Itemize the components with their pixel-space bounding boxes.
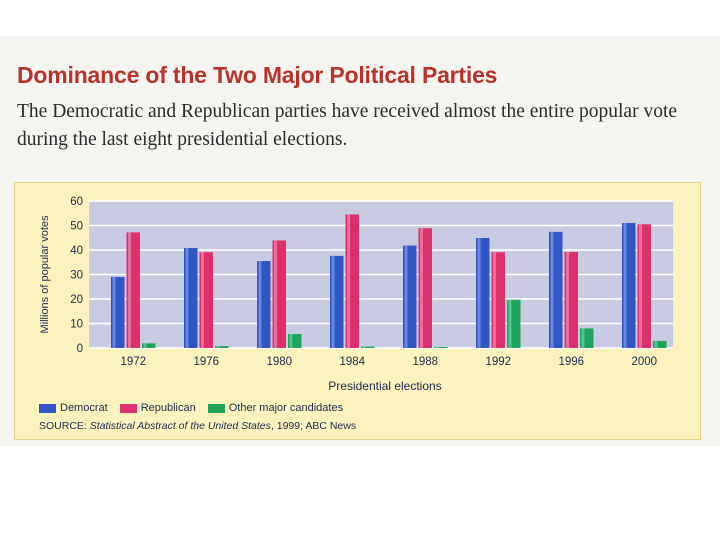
bar-highlight [435,347,439,348]
page-heading: Dominance of the Two Major Political Par… [17,62,498,88]
legend: Democrat Republican Other major candidat… [39,402,343,414]
y-tick-label: 40 [70,245,83,257]
legend-label-other: Other major candidates [228,402,344,414]
bar-highlight [493,252,496,348]
source-note: SOURCE: Statistical Abstract of the Unit… [39,420,356,432]
bar-highlight [477,237,481,348]
legend-item-other: Other major candidates [207,402,344,414]
legend-swatch-democrat [39,403,56,413]
x-tick-label: 1984 [339,356,365,368]
bar-highlight [128,232,131,348]
legend-item-democrat: Democrat [39,402,108,414]
x-tick-label: 2000 [631,356,657,368]
x-tick-label: 1996 [558,356,584,368]
chart-panel: 0 10 20 30 40 50 60 Millions of popular votes 19… [14,182,701,440]
bar-highlight [581,328,585,348]
bar-highlight [143,343,147,348]
legend-label-democrat: Democrat [60,402,108,414]
bar-highlight [112,276,116,348]
y-tick-label: 50 [70,221,83,233]
bar-other-1984 [361,346,375,348]
bar-highlight [420,228,423,348]
bar-highlight [566,251,569,348]
bar-other-2000 [653,340,667,348]
x-tick-label: 1988 [412,356,438,368]
bar-highlight [404,245,408,348]
source-prefix: SOURCE: [39,420,87,432]
x-tick-label: 1976 [193,356,219,368]
legend-item-republican: Republican [119,402,196,414]
x-tick-label: 1992 [485,356,511,368]
bar-highlight [362,346,366,348]
y-tick-label: 10 [70,319,83,331]
bar-highlight [185,248,189,348]
legend-swatch-republican [119,403,137,413]
bar-highlight [274,240,277,348]
y-tick-label: 60 [70,196,83,208]
y-tick-label: 20 [70,294,83,306]
bar-highlight [550,231,554,348]
bar-other-1988 [434,347,448,348]
y-tick-label: 30 [70,270,83,282]
x-tick-label: 1972 [120,356,146,368]
bar-highlight [201,252,204,348]
bar-other-1976 [215,346,229,348]
source-suffix: , 1999; ABC News [270,420,357,432]
source-title: Statistical Abstract of the United State… [89,420,271,432]
y-tick-label: 0 [77,343,83,355]
bar-highlight [654,340,658,348]
bar-highlight [639,224,642,348]
legend-label-republican: Republican [140,402,196,414]
bar-highlight [216,346,220,348]
y-axis-label: Millions of popular votes [39,215,51,334]
x-axis-label: Presidential elections [328,379,441,393]
textbook-page: Dominance of the Two Major Political Par… [0,36,720,446]
bar-other-1972 [142,343,156,348]
legend-swatch-other [207,403,225,413]
intro-text: The Democratic and Republican parties ha… [17,101,678,150]
bar-highlight [258,261,262,348]
bar-highlight [508,299,512,348]
x-tick-label: 1980 [266,356,292,368]
bar-highlight [289,334,293,348]
bar-highlight [347,214,350,348]
bar-highlight [623,223,627,348]
bar-chart: 0 10 20 30 40 50 60 Millions of popular votes 19… [39,196,673,393]
bar-highlight [331,255,335,348]
